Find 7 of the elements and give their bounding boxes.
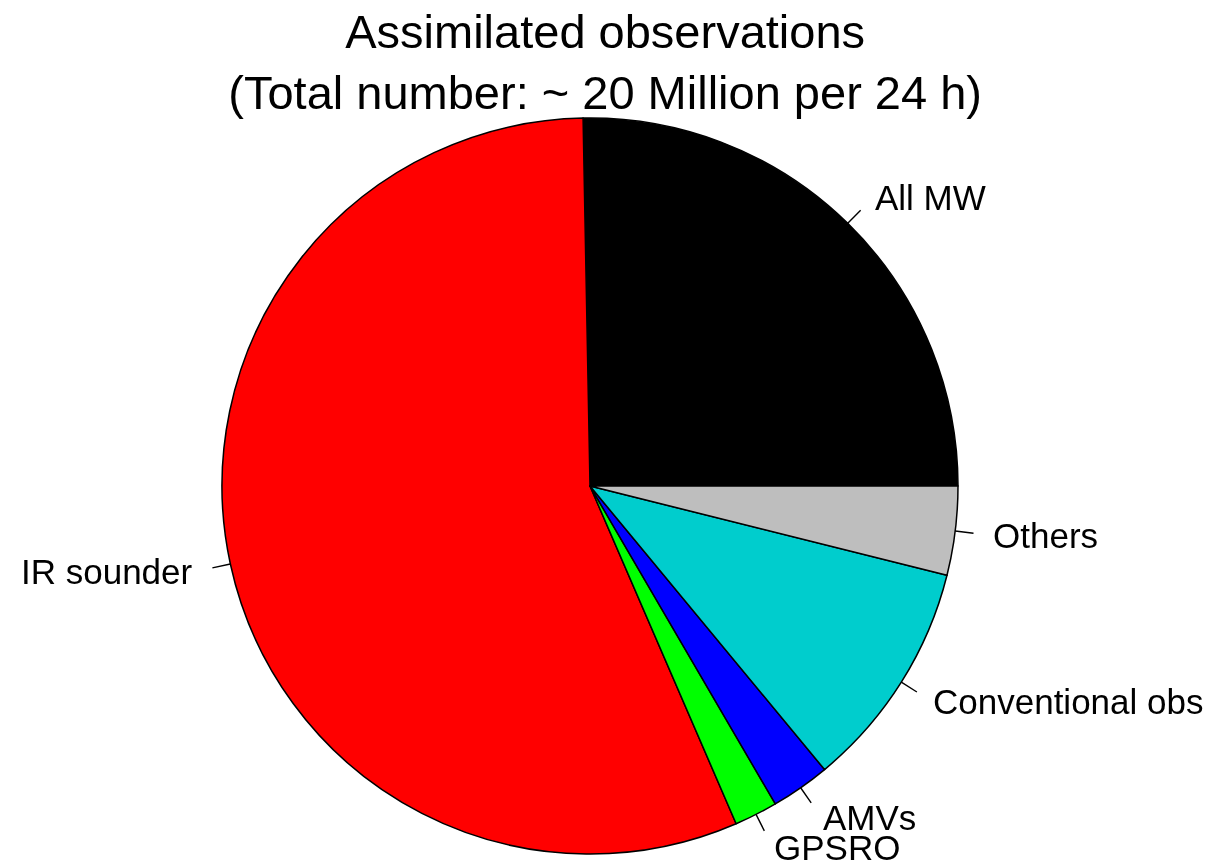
slice-label: All MW <box>875 178 986 217</box>
slice-label: IR sounder <box>21 552 193 591</box>
slice-label: Conventional obs <box>933 682 1204 721</box>
chart-subtitle: (Total number: ~ 20 Million per 24 h) <box>228 66 982 120</box>
chart-title: Assimilated observations <box>345 5 866 59</box>
slice-label: AMVs <box>823 798 917 837</box>
slice-label: Others <box>993 516 1099 555</box>
